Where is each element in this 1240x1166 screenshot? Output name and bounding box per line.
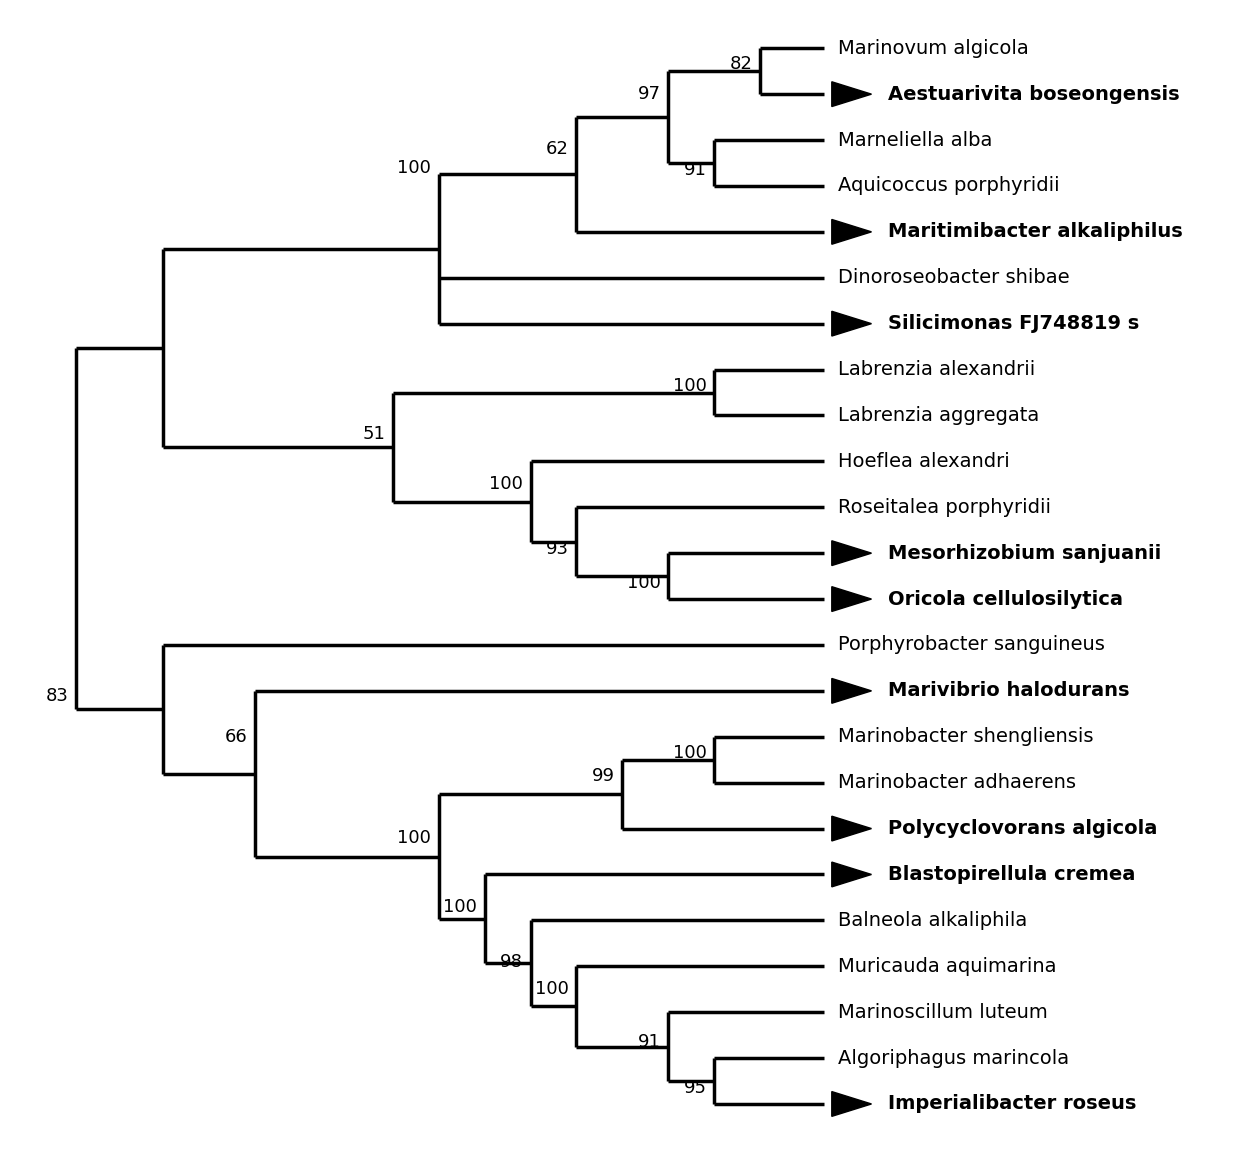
Polygon shape xyxy=(832,219,872,244)
Text: Dinoroseobacter shibae: Dinoroseobacter shibae xyxy=(838,268,1070,287)
Polygon shape xyxy=(832,586,872,611)
Text: 91: 91 xyxy=(639,1033,661,1051)
Text: 91: 91 xyxy=(684,161,707,178)
Text: Marivibrio halodurans: Marivibrio halodurans xyxy=(888,681,1130,701)
Text: Oricola cellulosilytica: Oricola cellulosilytica xyxy=(888,590,1123,609)
Text: 100: 100 xyxy=(398,829,432,847)
Text: Marinobacter shengliensis: Marinobacter shengliensis xyxy=(838,728,1094,746)
Polygon shape xyxy=(832,862,872,887)
Text: Maritimibacter alkaliphilus: Maritimibacter alkaliphilus xyxy=(888,223,1183,241)
Text: Aestuarivita boseongensis: Aestuarivita boseongensis xyxy=(888,85,1179,104)
Text: 62: 62 xyxy=(546,140,569,159)
Text: 66: 66 xyxy=(224,728,248,746)
Text: 51: 51 xyxy=(362,424,386,443)
Polygon shape xyxy=(832,311,872,336)
Text: 97: 97 xyxy=(637,85,661,103)
Text: 100: 100 xyxy=(490,476,523,493)
Text: Marinobacter adhaerens: Marinobacter adhaerens xyxy=(838,773,1076,792)
Text: Muricauda aquimarina: Muricauda aquimarina xyxy=(838,957,1056,976)
Text: Blastopirellula cremea: Blastopirellula cremea xyxy=(888,865,1136,884)
Text: Imperialibacter roseus: Imperialibacter roseus xyxy=(888,1095,1136,1114)
Text: Hoeflea alexandri: Hoeflea alexandri xyxy=(838,452,1009,471)
Text: 100: 100 xyxy=(536,981,569,998)
Text: Marinovum algicola: Marinovum algicola xyxy=(838,38,1029,58)
Text: Balneola alkaliphila: Balneola alkaliphila xyxy=(838,911,1028,929)
Text: Silicimonas FJ748819 s: Silicimonas FJ748819 s xyxy=(888,314,1140,333)
Polygon shape xyxy=(832,816,872,841)
Text: Algoriphagus marincola: Algoriphagus marincola xyxy=(838,1048,1069,1068)
Polygon shape xyxy=(832,1091,872,1116)
Text: 100: 100 xyxy=(673,377,707,394)
Text: 100: 100 xyxy=(398,159,432,176)
Text: 93: 93 xyxy=(546,540,569,557)
Text: Labrenzia alexandrii: Labrenzia alexandrii xyxy=(838,360,1035,379)
Text: Roseitalea porphyridii: Roseitalea porphyridii xyxy=(838,498,1052,517)
Text: 100: 100 xyxy=(444,898,477,915)
Text: Marinoscillum luteum: Marinoscillum luteum xyxy=(838,1003,1048,1021)
Polygon shape xyxy=(832,679,872,703)
Text: 100: 100 xyxy=(627,574,661,592)
Text: Mesorhizobium sanjuanii: Mesorhizobium sanjuanii xyxy=(888,543,1161,563)
Text: Porphyrobacter sanguineus: Porphyrobacter sanguineus xyxy=(838,635,1105,654)
Text: Marneliella alba: Marneliella alba xyxy=(838,131,992,149)
Text: 99: 99 xyxy=(591,767,615,785)
Text: 95: 95 xyxy=(684,1079,707,1097)
Text: 100: 100 xyxy=(673,744,707,761)
Text: Polycyclovorans algicola: Polycyclovorans algicola xyxy=(888,819,1157,838)
Text: Aquicoccus porphyridii: Aquicoccus porphyridii xyxy=(838,176,1060,196)
Text: Labrenzia aggregata: Labrenzia aggregata xyxy=(838,406,1039,424)
Text: 98: 98 xyxy=(500,953,523,970)
Text: 83: 83 xyxy=(46,687,68,704)
Polygon shape xyxy=(832,541,872,566)
Text: 82: 82 xyxy=(730,55,753,73)
Polygon shape xyxy=(832,82,872,106)
